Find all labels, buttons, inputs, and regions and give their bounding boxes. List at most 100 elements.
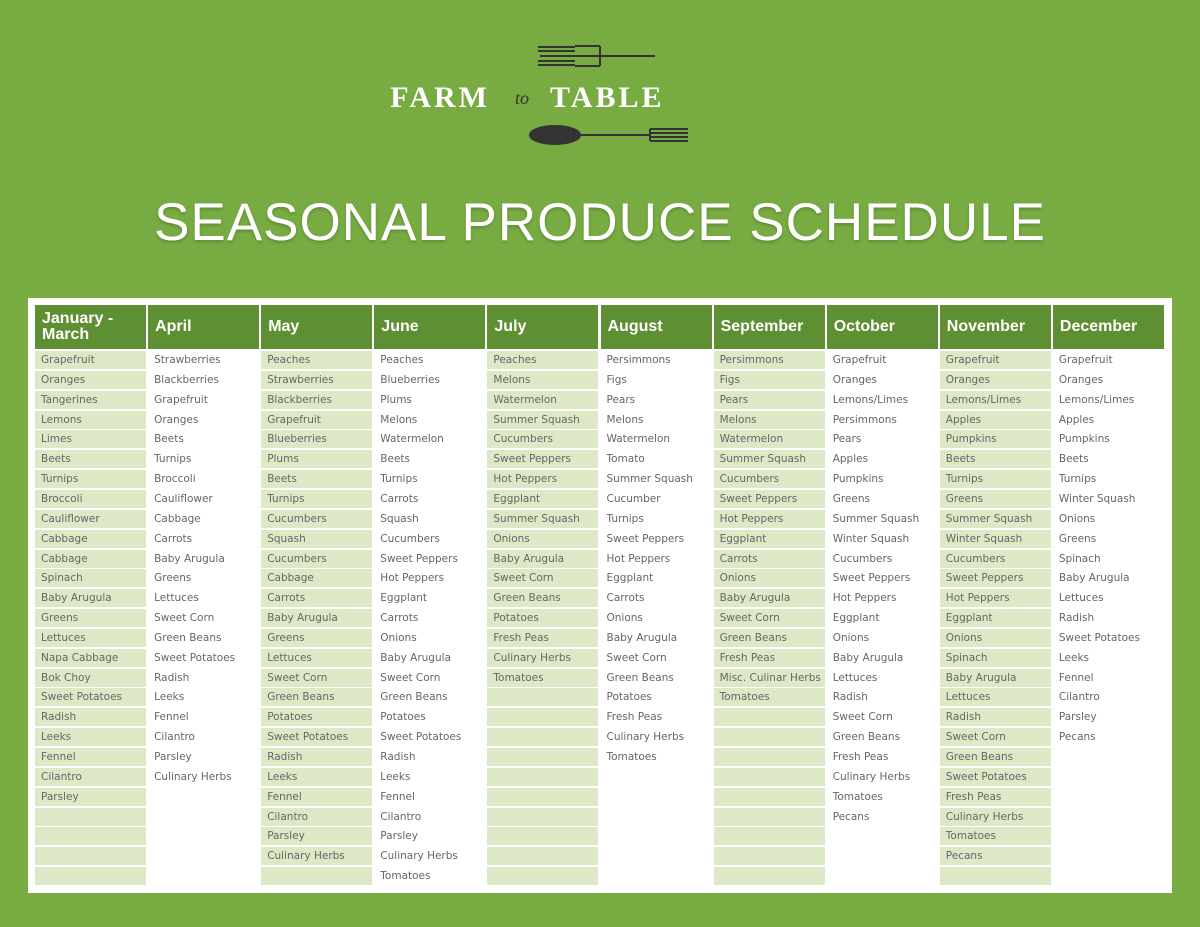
produce-item: Hot Peppers	[606, 552, 671, 565]
produce-item: Spinach	[35, 569, 146, 588]
produce-item: Cilantro	[380, 810, 422, 823]
produce-item: Lettuces	[1058, 592, 1104, 605]
produce-item: Sweet Peppers	[832, 572, 911, 585]
produce-item: Sweet Potatoes	[380, 731, 462, 744]
produce-item: Pecans	[832, 810, 870, 823]
produce-item: Onions	[1058, 512, 1096, 525]
produce-item: Culinary Herbs	[154, 770, 232, 783]
empty-cell	[487, 867, 599, 886]
produce-item: Lettuces	[261, 648, 373, 667]
column-header: July	[487, 305, 599, 349]
produce-item: Tomatoes	[832, 790, 883, 803]
produce-item: Beets	[261, 470, 373, 489]
produce-item: Misc. Culinar Herbs	[713, 668, 825, 687]
produce-item: Oranges	[154, 413, 199, 426]
produce-item: Sweet Corn	[606, 651, 667, 664]
fork-top	[538, 45, 655, 67]
column-header: May	[261, 305, 373, 349]
produce-item: Carrots	[380, 612, 419, 625]
produce-item: Green Beans	[606, 671, 674, 684]
produce-item: Winter Squash	[939, 529, 1051, 548]
produce-item: Cucumbers	[261, 549, 373, 568]
produce-item: Peaches	[261, 351, 373, 369]
produce-item: Potatoes	[606, 691, 652, 704]
produce-item: Plums	[380, 393, 412, 406]
produce-item: Summer Squash	[832, 512, 920, 525]
produce-item: Baby Arugula	[939, 668, 1051, 687]
produce-item: Onions	[606, 612, 643, 625]
logo-right: TABLE	[550, 81, 664, 114]
produce-item: Onions	[939, 628, 1051, 647]
produce-item: Green Beans	[487, 589, 599, 608]
produce-item: Cauliflower	[35, 509, 146, 528]
produce-item: Cucumbers	[713, 470, 825, 489]
produce-item: Sweet Corn	[487, 569, 599, 588]
empty-cell	[713, 847, 825, 866]
produce-item: Baby Arugula	[380, 651, 451, 664]
empty-cell	[35, 847, 146, 866]
produce-item: Tomatoes	[380, 870, 431, 883]
produce-item: Lemons	[35, 410, 146, 429]
logo-middle: to	[515, 88, 529, 108]
produce-item: Broccoli	[154, 473, 196, 486]
produce-item: Lemons/Limes	[939, 390, 1051, 409]
produce-item: Peaches	[380, 354, 424, 366]
produce-item: Apples	[1058, 413, 1095, 426]
produce-item: Fresh Peas	[713, 648, 825, 667]
produce-item: Persimmons	[713, 351, 825, 369]
produce-item: Lemons/Limes	[832, 393, 909, 406]
produce-item: Sweet Peppers	[713, 489, 825, 508]
produce-item: Radish	[261, 748, 373, 766]
produce-item: Sweet Peppers	[380, 552, 458, 565]
produce-item: Eggplant	[606, 572, 654, 585]
produce-item: Carrots	[154, 532, 193, 545]
produce-item: Summer Squash	[606, 473, 693, 486]
title: SEASONAL PRODUCE SCHEDULE	[154, 193, 1046, 252]
produce-item: Fresh Peas	[939, 787, 1051, 806]
produce-item: Oranges	[1058, 373, 1104, 386]
produce-item: Sweet Corn	[380, 671, 441, 684]
produce-item: Turnips	[35, 470, 146, 489]
empty-cell	[487, 767, 599, 786]
produce-item: Melons	[380, 413, 418, 426]
produce-item: Radish	[380, 751, 416, 763]
column-header: December	[1052, 305, 1164, 349]
produce-item: Summer Squash	[939, 509, 1051, 528]
produce-item: Cabbage	[261, 569, 373, 588]
empty-cell	[261, 867, 373, 886]
produce-item: Parsley	[154, 751, 192, 763]
column-header: January - March	[35, 305, 146, 349]
logo: FARM to TABLE	[390, 45, 688, 145]
produce-item: Broccoli	[35, 489, 146, 508]
empty-cell	[487, 807, 599, 826]
produce-item: Persimmons	[832, 413, 897, 426]
produce-item: Carrots	[380, 492, 419, 505]
produce-item: Figs	[713, 370, 825, 389]
produce-item: Radish	[939, 708, 1051, 727]
produce-item: Baby Arugula	[1058, 572, 1130, 585]
produce-item: Leeks	[154, 691, 185, 704]
produce-item: Eggplant	[713, 529, 825, 548]
produce-item: Carrots	[713, 549, 825, 568]
produce-item: Bok Choy	[35, 668, 146, 687]
produce-item: Squash	[261, 529, 373, 548]
produce-item: Potatoes	[487, 609, 599, 628]
column-header: June	[374, 305, 486, 349]
produce-item: Radish	[832, 691, 868, 704]
produce-item: Watermelon	[380, 433, 444, 446]
produce-item: Strawberries	[261, 370, 373, 389]
produce-item: Turnips	[154, 453, 192, 466]
produce-item: Cucumbers	[832, 552, 893, 565]
produce-item: Winter Squash	[832, 532, 910, 545]
produce-item: Fennel	[35, 748, 146, 766]
produce-item: Pecans	[939, 847, 1051, 866]
produce-item: Pears	[713, 390, 825, 409]
produce-item: Beets	[35, 450, 146, 469]
produce-item: Leeks	[35, 728, 146, 747]
produce-item: Grapefruit	[261, 410, 373, 429]
produce-item: Watermelon	[606, 433, 671, 446]
produce-item: Apples	[939, 410, 1051, 429]
produce-item: Leeks	[261, 767, 373, 786]
produce-item: Fennel	[380, 790, 415, 803]
empty-cell	[713, 767, 825, 786]
